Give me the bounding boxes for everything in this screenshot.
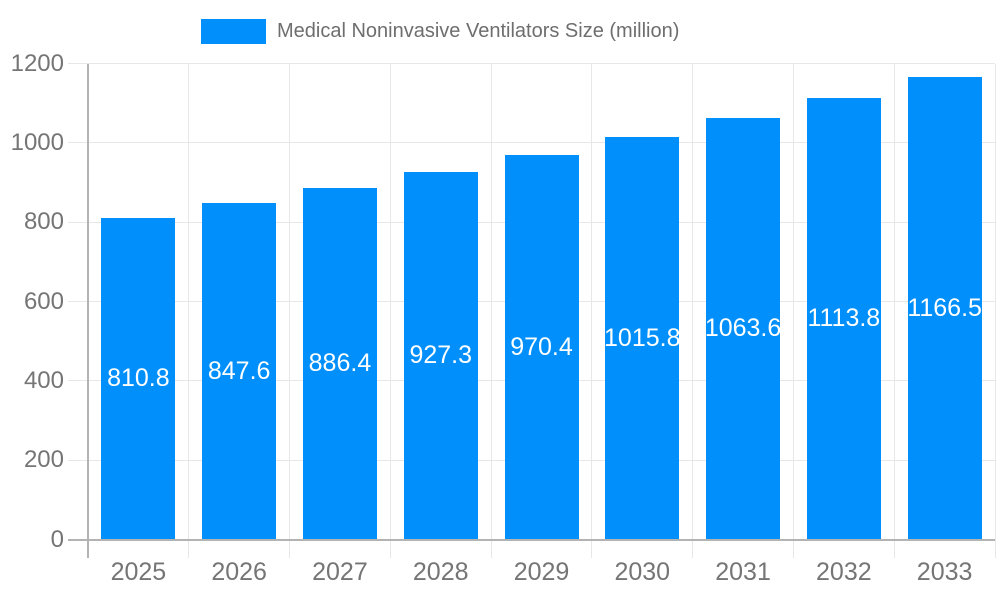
- bar-value-label: 1063.6: [704, 314, 782, 343]
- legend-label: Medical Noninvasive Ventilators Size (mi…: [277, 20, 680, 42]
- bar-value-label: 927.3: [409, 341, 472, 370]
- y-axis-tick-label: 0: [50, 525, 64, 553]
- bar-value-label: 847.6: [207, 356, 271, 385]
- bar-2032[interactable]: 1113.8: [806, 97, 881, 540]
- y-axis-tick-label: 800: [23, 208, 64, 236]
- x-axis-tick-label: 2026: [211, 558, 267, 586]
- x-axis-tick-label: 2028: [412, 558, 469, 586]
- x-axis-tick-label: 2027: [312, 558, 368, 586]
- y-axis-tick: [68, 301, 88, 302]
- x-axis-tick: [692, 539, 694, 558]
- bar-value-label: 810.8: [107, 364, 170, 393]
- x-axis-tick: [188, 539, 190, 558]
- bar-2025[interactable]: 810.8: [101, 217, 176, 540]
- x-axis-tick: [994, 539, 996, 558]
- y-axis-tick: [68, 221, 88, 223]
- bar-value-label: 1015.8: [604, 323, 681, 352]
- bar-2031[interactable]: 1063.6: [704, 117, 782, 540]
- y-axis-tick: [68, 63, 88, 64]
- x-axis-tick: [591, 539, 593, 558]
- x-axis-line: [68, 538, 995, 541]
- bar-value-label: 886.4: [308, 349, 372, 378]
- y-axis-tick-label: 1200: [10, 49, 64, 77]
- bar-2030[interactable]: 1015.8: [604, 136, 681, 540]
- x-axis-tick: [389, 539, 391, 558]
- bar-2033[interactable]: 1166.5: [907, 76, 982, 540]
- bar-2026[interactable]: 847.6: [202, 203, 277, 540]
- bar-2028[interactable]: 927.3: [403, 171, 478, 540]
- x-axis-tick-label: 2032: [816, 558, 872, 586]
- y-axis-tick-label: 1000: [10, 128, 64, 156]
- x-axis-tick-label: 2033: [916, 558, 973, 586]
- x-axis-tick: [289, 539, 291, 558]
- vertical-gridline: [994, 63, 996, 540]
- x-axis-tick-label: 2029: [513, 558, 570, 586]
- bar-2027[interactable]: 886.4: [302, 187, 377, 540]
- x-axis-tick: [893, 539, 895, 558]
- bar-value-label: 970.4: [510, 332, 573, 361]
- legend-item[interactable]: Medical Noninvasive Ventilators Size (mi…: [201, 19, 679, 44]
- y-axis-tick: [68, 459, 88, 461]
- horizontal-gridline: [88, 63, 995, 64]
- y-axis-tick-label: 200: [23, 446, 64, 474]
- y-axis-tick: [68, 142, 88, 144]
- bar-value-label: 1166.5: [907, 293, 982, 322]
- x-axis-tick-label: 2030: [614, 558, 671, 586]
- y-axis-tick-label: 600: [23, 287, 64, 315]
- y-axis-tick-label: 400: [23, 366, 64, 394]
- x-axis-tick-label: 2025: [110, 558, 167, 586]
- y-axis-line: [87, 63, 89, 558]
- bar-value-label: 1113.8: [807, 304, 881, 333]
- horizontal-gridline: [88, 142, 995, 144]
- x-axis-tick-label: 2031: [715, 558, 771, 586]
- bar-2029[interactable]: 970.4: [504, 154, 579, 540]
- y-axis-tick: [68, 380, 88, 382]
- x-axis-tick: [792, 539, 794, 558]
- x-axis-tick: [490, 539, 492, 558]
- legend-swatch-icon: [201, 19, 266, 44]
